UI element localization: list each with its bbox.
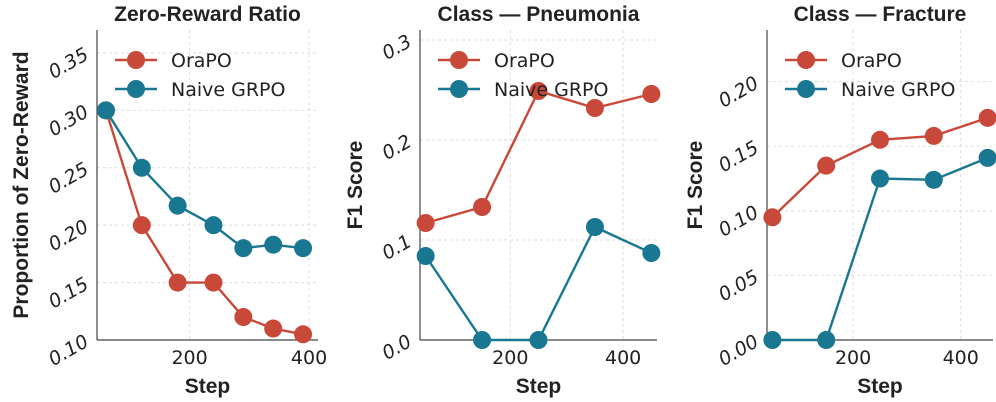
- y-tick-label: 0.15: [45, 273, 93, 313]
- legend-marker: [797, 51, 815, 69]
- legend-marker: [127, 80, 145, 98]
- y-axis-label: F1 Score: [344, 141, 367, 230]
- data-point: [234, 239, 253, 258]
- legend-label: OraPO: [171, 50, 232, 72]
- chart-title: Zero-Reward Ratio: [114, 3, 301, 26]
- data-point: [416, 214, 435, 232]
- chart-title: Class — Pneumonia: [438, 3, 640, 26]
- data-point: [529, 331, 548, 349]
- legend-marker: [797, 80, 815, 98]
- data-point: [96, 101, 115, 120]
- y-tick-label: 0.20: [45, 216, 93, 256]
- data-point: [204, 273, 223, 292]
- y-tick-label: 0.10: [715, 201, 763, 241]
- panel-2: 0.0 0.1 0.2 0.3 200 400 Class — Pneumonia Step F…: [344, 3, 661, 398]
- data-point: [817, 331, 836, 349]
- series-naive-grpo: [96, 101, 313, 258]
- data-point: [264, 235, 283, 254]
- x-tick-label: 200: [835, 347, 871, 369]
- y-tick-label: 0.1: [378, 230, 415, 264]
- x-tick-label: 200: [171, 347, 207, 369]
- x-axis-label: Step: [185, 375, 231, 398]
- y-tick-label: 0.05: [715, 266, 763, 306]
- x-tick-label: 200: [492, 347, 528, 369]
- legend-marker: [450, 51, 468, 69]
- x-axis-label: Step: [857, 375, 903, 398]
- series-naive-grpo: [416, 218, 661, 349]
- data-point: [473, 198, 492, 216]
- data-point: [642, 85, 661, 103]
- y-tick-label: 0.30: [45, 101, 93, 141]
- data-point: [132, 158, 151, 177]
- data-point: [871, 169, 889, 188]
- legend: OraPO Naive GRPO: [115, 50, 285, 101]
- data-point: [585, 218, 604, 236]
- series-line: [424, 225, 652, 342]
- data-point: [871, 130, 889, 149]
- data-point: [168, 196, 187, 215]
- y-tick-label: 0.00: [715, 330, 763, 370]
- x-tick-label: 400: [291, 347, 327, 369]
- data-point: [924, 126, 943, 145]
- series-line: [425, 89, 652, 225]
- y-tick-label: 0.25: [45, 158, 93, 198]
- y-tick-label: 0.35: [45, 43, 93, 83]
- data-point: [924, 170, 943, 189]
- data-point: [264, 319, 283, 338]
- legend-label: Naive GRPO: [841, 79, 955, 101]
- legend-label: OraPO: [494, 50, 555, 72]
- data-point: [642, 244, 661, 262]
- x-tick-label: 400: [605, 347, 641, 369]
- series-orapo: [763, 108, 996, 227]
- y-tick-label: 0.0: [378, 330, 415, 364]
- data-point: [294, 239, 313, 258]
- data-point: [978, 148, 996, 167]
- data-point: [168, 273, 187, 292]
- data-point: [473, 331, 492, 349]
- y-tick-label: 0.15: [715, 137, 763, 177]
- series-orapo: [416, 82, 661, 232]
- data-point: [763, 331, 782, 349]
- data-point: [132, 216, 151, 235]
- series-orapo: [96, 101, 313, 344]
- data-point: [978, 108, 996, 127]
- data-point: [529, 82, 548, 100]
- chart-title: Class — Fracture: [794, 3, 967, 26]
- legend-marker: [450, 80, 468, 98]
- y-tick-label: 0.20: [715, 72, 763, 112]
- data-point: [763, 208, 782, 227]
- data-point: [204, 216, 223, 235]
- x-axis-label: Step: [516, 375, 562, 398]
- data-point: [234, 308, 253, 327]
- y-axis-label: F1 Score: [684, 141, 707, 230]
- series-naive-grpo: [763, 148, 996, 349]
- data-point: [585, 99, 604, 117]
- x-tick-label: 400: [943, 347, 979, 369]
- y-tick-label: 0.10: [45, 330, 93, 370]
- legend-label: OraPO: [841, 50, 902, 72]
- legend-label: Naive GRPO: [171, 79, 285, 101]
- panel-1: 0.10 0.15 0.20 0.25 0.30 0.35 200 400 Zero-Rewar…: [10, 3, 327, 398]
- legend: OraPO Naive GRPO: [785, 50, 955, 101]
- data-point: [294, 325, 313, 344]
- legend-marker: [127, 51, 145, 69]
- y-tick-label: 0.3: [378, 30, 415, 64]
- data-point: [416, 247, 435, 265]
- panel-3: 0.00 0.05 0.10 0.15 0.20 200 400 Class — Fractu…: [684, 3, 996, 398]
- y-axis-label: Proportion of Zero-Reward: [10, 51, 33, 318]
- legend-label: Naive GRPO: [494, 79, 608, 101]
- data-point: [817, 156, 836, 175]
- y-tick-label: 0.2: [378, 130, 415, 164]
- legend: OraPO Naive GRPO: [438, 50, 608, 101]
